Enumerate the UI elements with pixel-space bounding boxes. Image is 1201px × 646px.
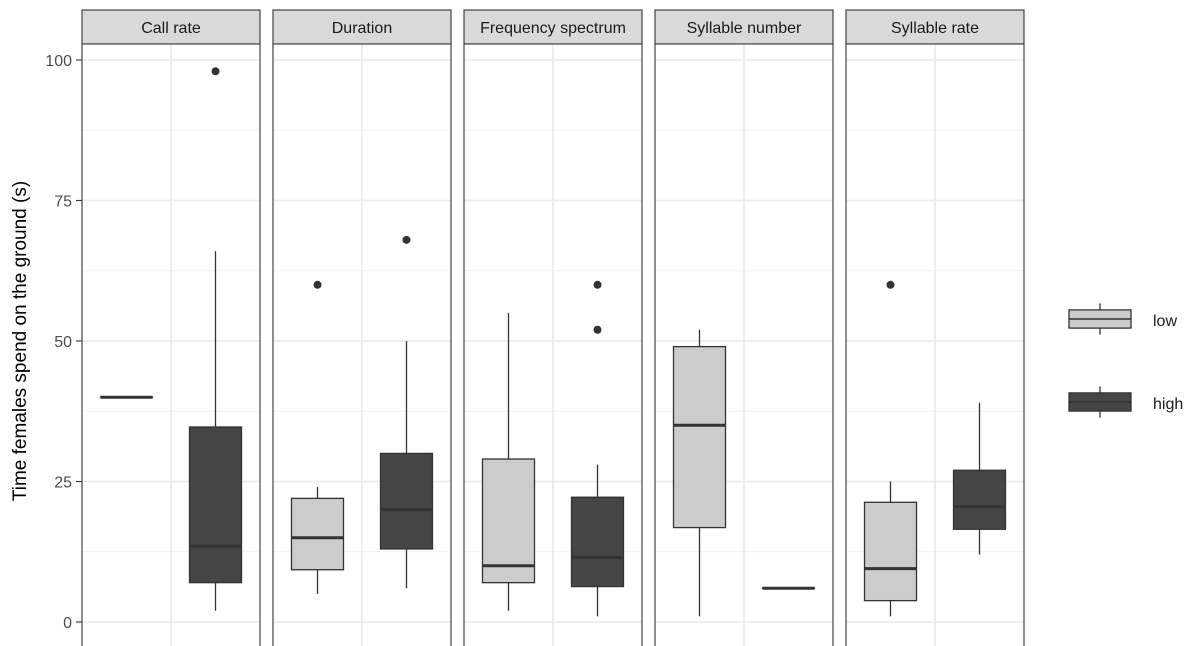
box-body (188, 426, 243, 584)
box-high (570, 280, 625, 617)
facet-title: Frequency spectrum (480, 20, 626, 37)
facet-title: Duration (332, 20, 392, 37)
box-high (952, 402, 1007, 555)
facet-strip (463, 9, 643, 45)
legend-item-low: low (1068, 303, 1177, 335)
facet-panel: Syllable rate (845, 9, 1025, 646)
box-body (379, 452, 434, 550)
facet-title: Syllable number (687, 20, 802, 37)
y-axis-label: Time females spend on the ground (s) (10, 181, 31, 501)
legend-label: high (1153, 396, 1183, 413)
facet-strip (845, 9, 1025, 45)
legend-label: low (1153, 313, 1177, 330)
panel-border (845, 43, 1025, 646)
box-body (672, 345, 727, 529)
panel-border (272, 43, 452, 646)
outlier-point (211, 67, 220, 76)
box-low (672, 329, 727, 617)
outlier-point (593, 325, 602, 334)
facet-panel: Frequency spectrum (463, 9, 643, 646)
facet-title: Call rate (141, 20, 201, 37)
y-tick-label: 0 (63, 615, 72, 632)
box-body (481, 458, 536, 584)
panel-border (654, 43, 834, 646)
facet-panel: Syllable number (654, 9, 834, 646)
box-low (290, 280, 345, 594)
y-tick-label: 50 (54, 334, 72, 351)
box-low (481, 312, 536, 611)
facet-strip (272, 9, 452, 45)
legend: low high (1068, 303, 1183, 418)
box-body (570, 496, 625, 588)
facet-strip (81, 9, 261, 45)
outlier-point (886, 280, 895, 289)
outlier-point (402, 235, 411, 244)
facet-title: Syllable rate (891, 20, 979, 37)
box-body (952, 469, 1007, 530)
y-tick-label: 100 (45, 53, 72, 70)
y-tick-label: 75 (54, 194, 72, 211)
legend-item-high: high (1068, 386, 1183, 418)
outlier-point (593, 280, 602, 289)
outlier-point (313, 280, 322, 289)
facet-panel: Call rate (81, 9, 261, 646)
panel-border (81, 43, 261, 646)
y-axis-ticks: 0 25 50 75 100 (45, 53, 82, 632)
facet-panel: Duration (272, 9, 452, 646)
box-low (863, 280, 918, 617)
panel-border (463, 43, 643, 646)
box-high (188, 67, 243, 611)
box-body (290, 497, 345, 571)
box-body (863, 501, 918, 602)
y-tick-label: 25 (54, 475, 72, 492)
box-high (379, 235, 434, 589)
facet-panels: Call rate Duration Frequency spectrum Sylla… (81, 9, 1025, 646)
